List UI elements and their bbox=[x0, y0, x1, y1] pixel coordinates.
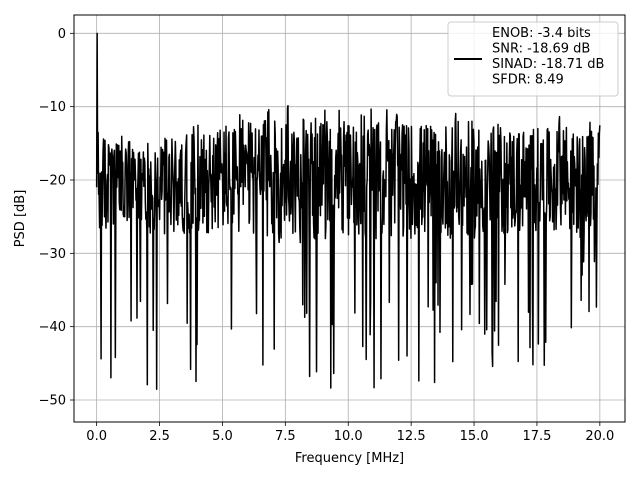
x-axis-ticks: 0.0 2.5 5.0 7.5 10.0 12.5 15.0 17.5 20.0 bbox=[86, 422, 614, 444]
y-axis-ticks: 0 −10 −20 −30 −40 −50 bbox=[39, 27, 74, 409]
legend: ENOB: -3.4 bits SNR: -18.69 dB SINAD: -1… bbox=[447, 21, 619, 97]
x-tick-label: 15.0 bbox=[460, 429, 489, 444]
plot-area bbox=[95, 32, 601, 390]
x-tick-label: 20.0 bbox=[585, 429, 614, 444]
y-tick-label: −50 bbox=[39, 394, 66, 409]
psd-series-line bbox=[95, 32, 601, 390]
x-tick-label: 10.0 bbox=[334, 429, 363, 444]
legend-entry-sfdr: SFDR: 8.49 bbox=[492, 73, 564, 88]
legend-box bbox=[447, 21, 619, 97]
x-axis-label: Frequency [MHz] bbox=[295, 451, 404, 466]
legend-entry-enob: ENOB: -3.4 bits bbox=[492, 26, 591, 41]
y-tick-label: −40 bbox=[39, 320, 66, 335]
y-tick-label: −30 bbox=[39, 247, 66, 262]
axes-frame bbox=[73, 14, 626, 423]
x-tick-label: 5.0 bbox=[212, 429, 233, 444]
y-axis-label: PSD [dB] bbox=[13, 190, 28, 248]
x-tick-label: 0.0 bbox=[86, 429, 107, 444]
y-tick-label: −10 bbox=[39, 100, 66, 115]
x-tick-label: 17.5 bbox=[522, 429, 551, 444]
legend-entry-sinad: SINAD: -18.71 dB bbox=[492, 57, 604, 72]
x-tick-label: 2.5 bbox=[149, 429, 170, 444]
x-tick-label: 12.5 bbox=[397, 429, 426, 444]
y-tick-label: 0 bbox=[58, 27, 66, 42]
legend-entry-snr: SNR: -18.69 dB bbox=[492, 42, 590, 57]
x-tick-label: 7.5 bbox=[275, 429, 296, 444]
y-tick-label: −20 bbox=[39, 174, 66, 189]
